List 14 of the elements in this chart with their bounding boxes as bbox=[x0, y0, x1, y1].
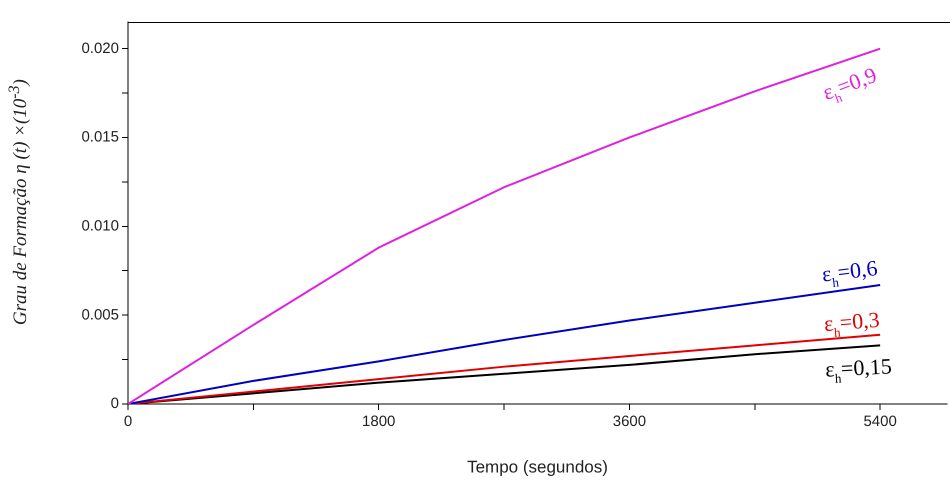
y-tick-label: 0.020 bbox=[81, 40, 119, 57]
x-tick-label: 1800 bbox=[362, 413, 396, 430]
text: εh=0,6 bbox=[820, 255, 879, 290]
text: εh=0,9 bbox=[819, 62, 880, 106]
x-axis-title: Tempo (segundos) bbox=[467, 457, 608, 476]
y-tick-label: 0.005 bbox=[81, 306, 119, 324]
x-tick-label: 5400 bbox=[863, 413, 897, 430]
y-tick-label: 0.015 bbox=[81, 128, 119, 146]
y-tick-label: 0 bbox=[110, 395, 119, 412]
series-label: εh=0,15 bbox=[824, 353, 892, 386]
y-tick-label: 0.010 bbox=[81, 217, 119, 234]
x-tick-label: 3600 bbox=[612, 413, 646, 430]
series-label: εh=0,3 bbox=[823, 306, 881, 340]
x-tick-label: 0 bbox=[124, 413, 132, 430]
